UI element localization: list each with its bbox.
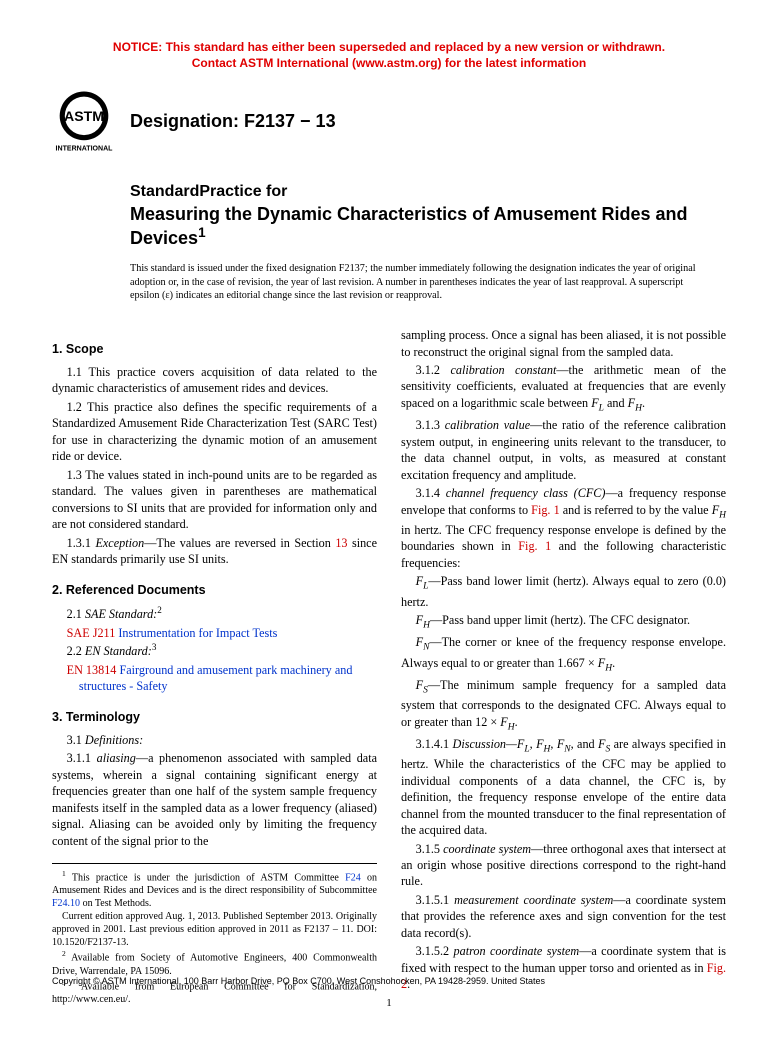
designation: Designation: F2137 − 13 <box>130 109 336 133</box>
term-aliasing: 3.1.1 aliasing—a phenomenon associated w… <box>52 750 377 849</box>
scope-1-1: 1.1 This practice covers acquisition of … <box>52 364 377 397</box>
scope-head: 1. Scope <box>52 341 377 358</box>
refs-head: 2. Referenced Documents <box>52 582 377 599</box>
columns: 1. Scope 1.1 This practice covers acquis… <box>52 327 726 1006</box>
title-main-text: Measuring the Dynamic Characteristics of… <box>130 204 688 249</box>
title-prefix: StandardPractice for <box>130 181 726 203</box>
footnote-1: 1 This practice is under the jurisdictio… <box>52 869 377 910</box>
page: NOTICE: This standard has either been su… <box>0 0 778 1041</box>
definitions-label: 3.1 Definitions: <box>52 732 377 748</box>
term-calibration-value: 3.1.3 calibration value—the ratio of the… <box>401 417 726 483</box>
term-measurement-cs: 3.1.5.1 measurement coordinate system—a … <box>401 892 726 941</box>
sae-j211-title-link[interactable]: Instrumentation for Impact Tests <box>118 626 277 640</box>
subcommittee-f24-10-link[interactable]: F24.10 <box>52 898 80 909</box>
term-coordinate-system: 3.1.5 coordinate system—three orthogonal… <box>401 841 726 890</box>
header-row: ASTM INTERNATIONAL Designation: F2137 − … <box>52 89 726 153</box>
committee-f24-link[interactable]: F24 <box>345 872 361 883</box>
term-head: 3. Terminology <box>52 709 377 726</box>
title-block: StandardPractice for Measuring the Dynam… <box>130 181 726 250</box>
freq-fl: FL—Pass band lower limit (hertz). Always… <box>401 573 726 610</box>
freq-fs: FS—The minimum sample frequency for a sa… <box>401 677 726 734</box>
scope-1-2: 1.2 This practice also defines the speci… <box>52 399 377 465</box>
scope-1-3: 1.3 The values stated in inch-pound unit… <box>52 467 377 533</box>
term-calibration-constant: 3.1.2 calibration constant—the arithmeti… <box>401 362 726 415</box>
fig-1-link[interactable]: Fig. 1 <box>531 503 560 517</box>
refs-2-2: 2.2 EN Standard:3 <box>52 641 377 660</box>
freq-fh: FH—Pass band upper limit (hertz). The CF… <box>401 612 726 632</box>
footnote-2: 2 Available from Society of Automotive E… <box>52 949 377 977</box>
scope-1-3-1: 1.3.1 Exception—The values are reversed … <box>52 535 377 568</box>
column-left: 1. Scope 1.1 This practice covers acquis… <box>52 327 377 1006</box>
astm-logo: ASTM INTERNATIONAL <box>52 89 116 153</box>
sae-j211-link[interactable]: SAE J211 <box>67 626 116 640</box>
term-cfc-discussion: 3.1.4.1 Discussion—FL, FH, FN, and FS ar… <box>401 736 726 839</box>
issuance-note: This standard is issued under the fixed … <box>130 262 696 303</box>
fig-1-link-2[interactable]: Fig. 1 <box>518 539 551 553</box>
en-13814-title-link[interactable]: Fairground and amusement park machinery … <box>79 663 353 693</box>
term-cfc: 3.1.4 channel frequency class (CFC)—a fr… <box>401 485 726 571</box>
page-number: 1 <box>0 996 778 1011</box>
notice-line2: Contact ASTM International (www.astm.org… <box>192 56 586 70</box>
notice-line1: NOTICE: This standard has either been su… <box>113 40 665 54</box>
freq-fn: FN—The corner or knee of the frequency r… <box>401 634 726 675</box>
section-13-link[interactable]: 13 <box>335 536 347 550</box>
ref-en-13814: EN 13814 Fairground and amusement park m… <box>52 662 377 695</box>
title-sup: 1 <box>198 225 206 240</box>
title-main: Measuring the Dynamic Characteristics of… <box>130 203 726 250</box>
term-aliasing-cont: sampling process. Once a signal has been… <box>401 327 726 360</box>
svg-text:INTERNATIONAL: INTERNATIONAL <box>56 146 114 153</box>
svg-text:ASTM: ASTM <box>64 108 104 124</box>
footnote-1-edition: Current edition approved Aug. 1, 2013. P… <box>52 910 377 949</box>
ref-sae-j211: SAE J211 Instrumentation for Impact Test… <box>52 625 377 641</box>
notice-banner: NOTICE: This standard has either been su… <box>52 40 726 71</box>
column-right: sampling process. Once a signal has been… <box>401 327 726 1006</box>
en-13814-link[interactable]: EN 13814 <box>67 663 117 677</box>
refs-2-1: 2.1 SAE Standard:2 <box>52 604 377 623</box>
copyright: Copyright © ASTM International, 100 Barr… <box>52 975 545 987</box>
